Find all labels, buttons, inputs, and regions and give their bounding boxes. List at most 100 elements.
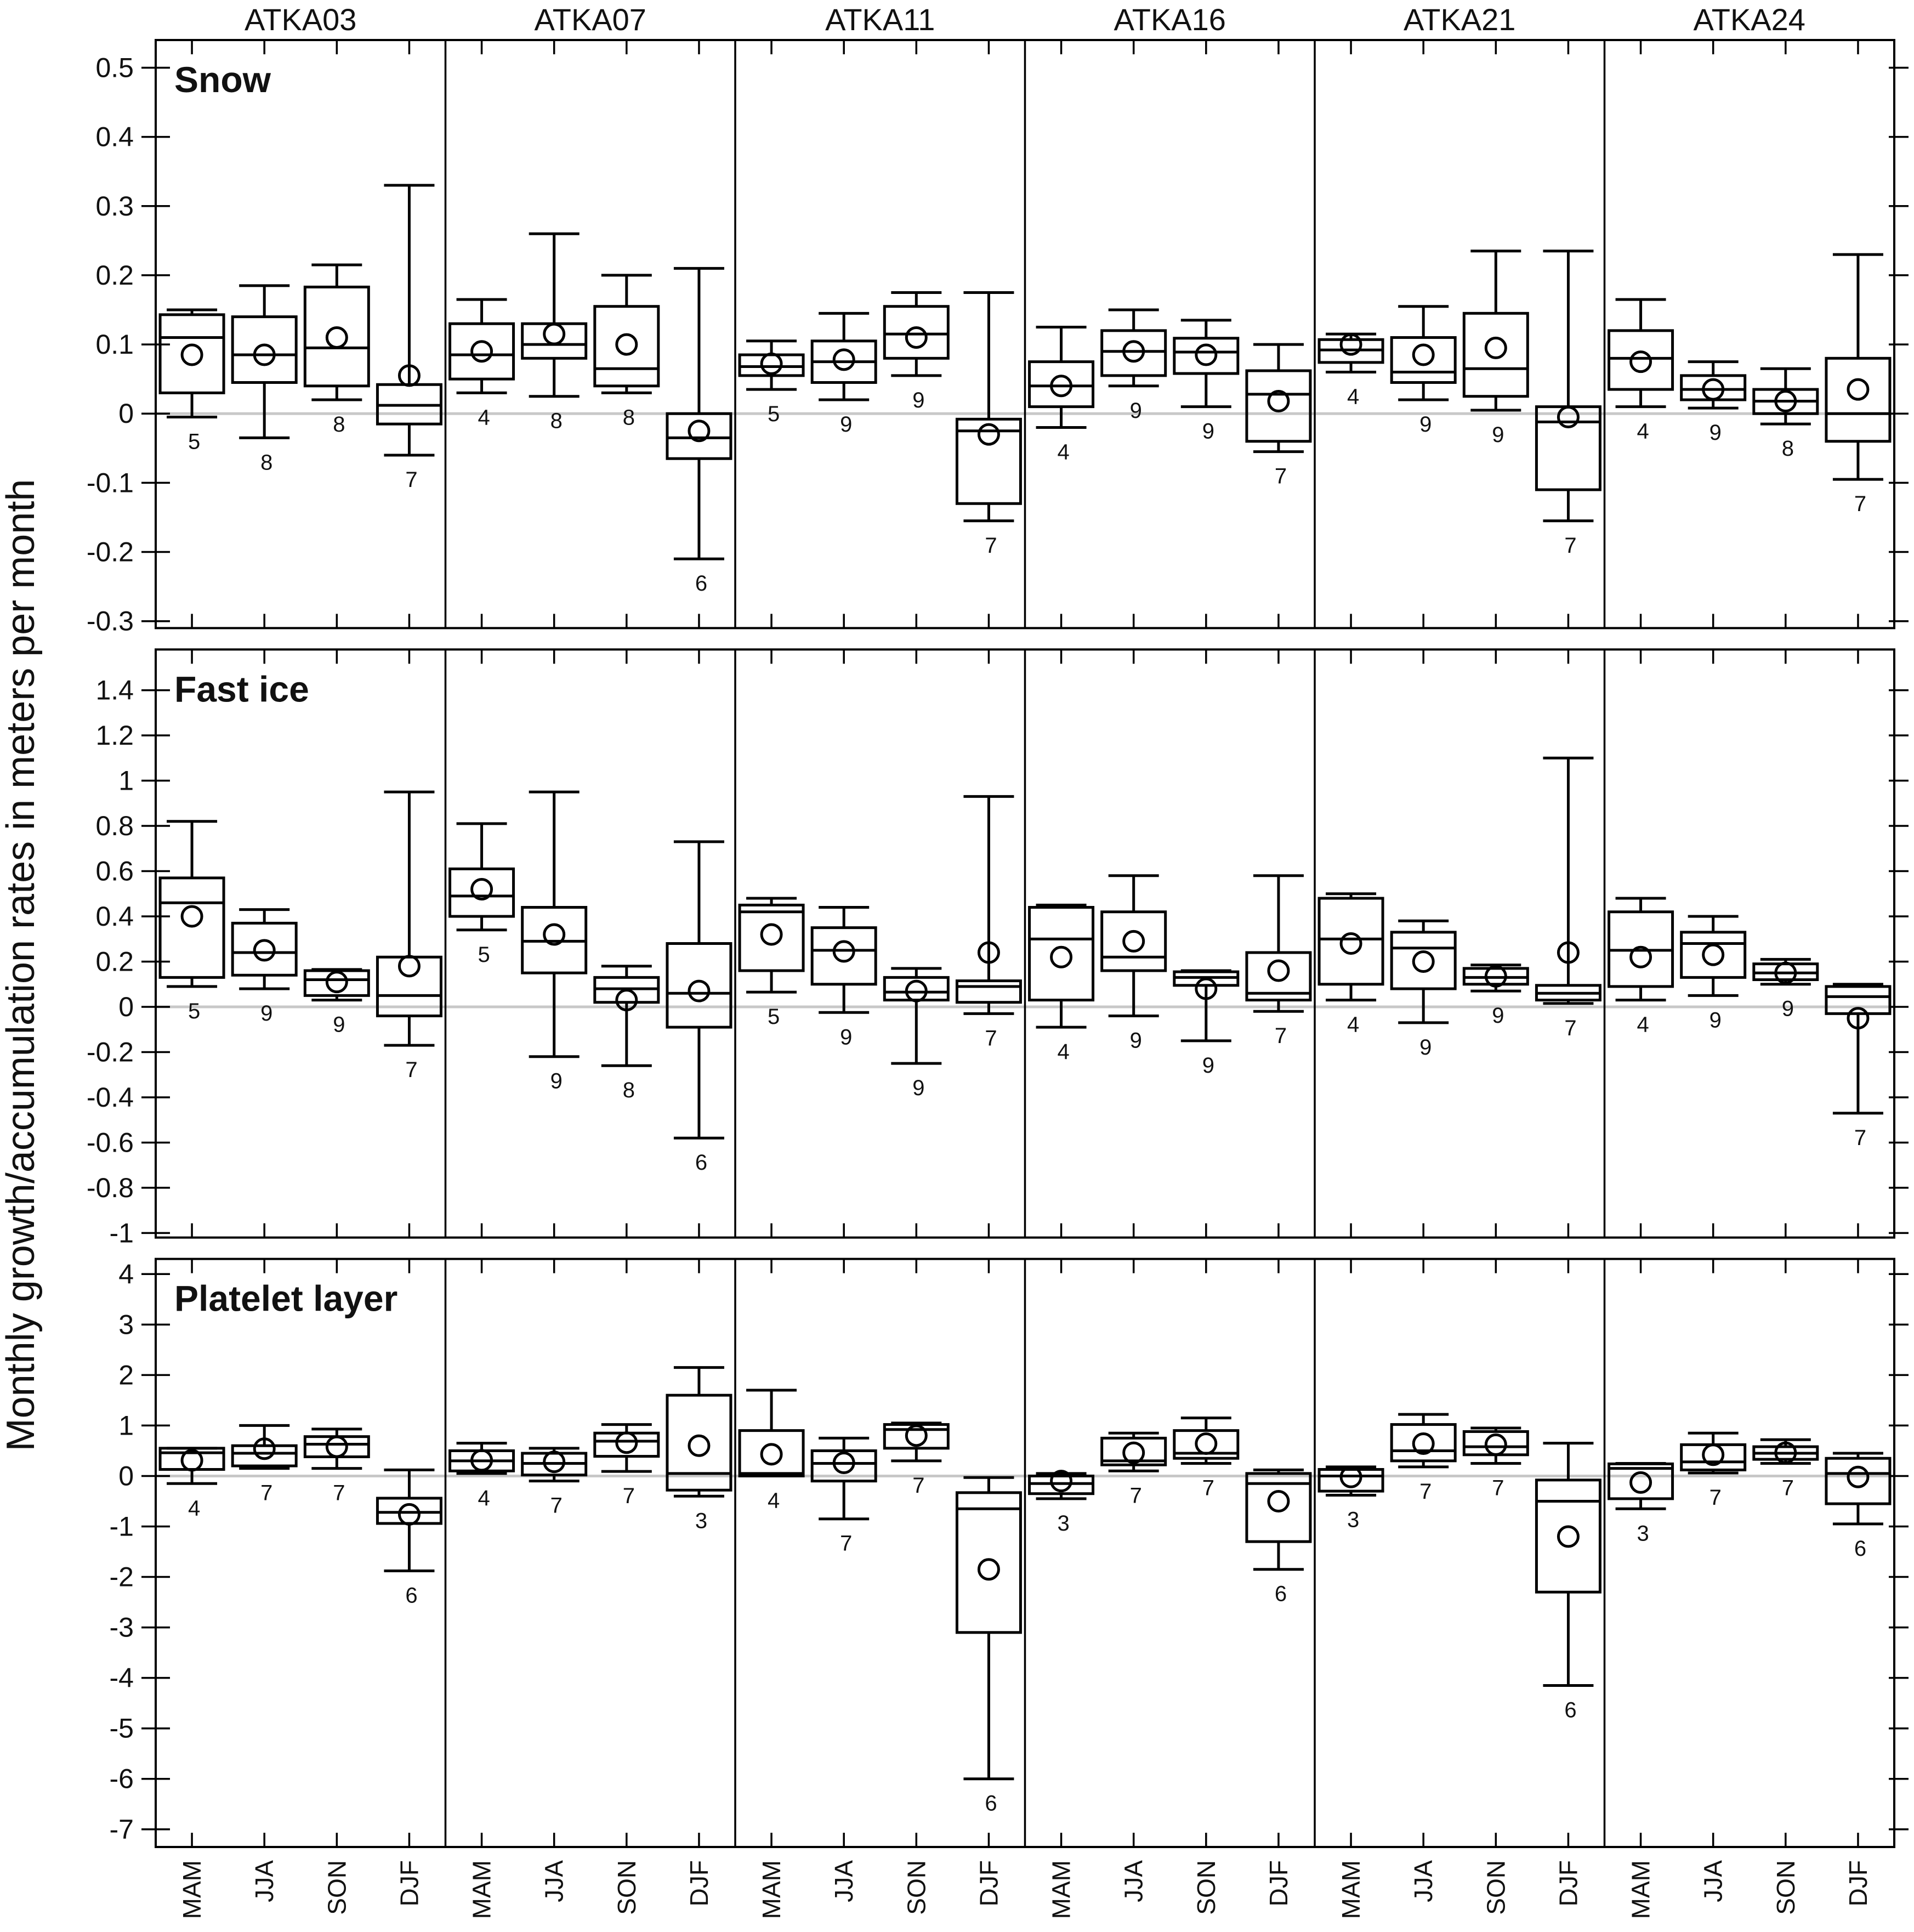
box-snow-atka11-djf: 7 [955,291,1022,558]
y-tick-label: 0.8 [95,811,134,841]
mean-circle [688,979,711,1002]
y-tick-label: 0.4 [95,901,134,932]
mean-circle [1195,1432,1218,1455]
sample-size-label: 4 [1637,1013,1649,1037]
box-fast-ice-atka03-son: 9 [303,968,370,1037]
box-platelet-layer-atka03-son: 7 [303,1427,370,1505]
sample-size-label: 6 [695,571,707,596]
panel-fast-ice-atka24: 4 9 9 7 [1603,649,1892,1238]
sample-size-label: 7 [405,468,417,492]
box-fast-ice-atka03-djf: 7 [376,790,442,1082]
mean-circle [543,1451,566,1474]
iqr-box [666,942,732,1029]
y-tick-label: 1.2 [95,720,134,751]
sample-size-label: 7 [1492,1476,1504,1500]
column-header-atka11: ATKA11 [825,2,935,37]
mean-circle [180,1449,203,1472]
panel-platelet-layer-atka24: 3 7 7 6 [1603,1259,1892,1847]
box-snow-atka11-jja: 9 [810,311,877,437]
y-tick-label: 0 [118,992,134,1022]
box-fast-ice-atka03-mam: 5 [158,820,225,1023]
y-tick-label: -0.3 [87,606,134,637]
box-fast-ice-atka21-jja: 9 [1390,919,1457,1060]
row-frame [155,648,1895,1239]
mean-circle [1557,406,1580,429]
box-platelet-layer-atka16-jja: 7 [1100,1431,1167,1508]
row-frame [155,1257,1895,1849]
iqr-box [1173,1429,1240,1460]
mean-circle [760,352,783,375]
sample-size-label: 9 [550,1069,563,1094]
iqr-box [738,1429,805,1477]
box-fast-ice-atka24-jja: 9 [1680,915,1747,1032]
box-snow-atka24-jja: 9 [1680,360,1747,445]
iqr-box [666,412,732,460]
box-platelet-layer-atka07-mam: 4 [448,1442,515,1510]
sample-size-label: 7 [1854,492,1866,516]
mean-circle [1339,1465,1362,1488]
iqr-box [231,921,298,977]
mean-circle [1702,943,1725,966]
mean-circle [1195,343,1218,366]
iqr-box [1535,1478,1601,1594]
box-fast-ice-atka21-djf: 7 [1535,756,1601,1040]
iqr-box [810,926,877,986]
mean-circle [253,1437,276,1460]
season-tick-label-atka03-son: SON [322,1860,351,1915]
mean-circle [1557,941,1580,964]
sample-size-label: 7 [1564,534,1576,558]
sample-size-label: 7 [840,1532,852,1556]
sample-size-label: 3 [695,1509,707,1533]
mean-circle [905,326,928,349]
mean-circle [1122,340,1145,363]
box-fast-ice-atka21-mam: 4 [1317,892,1384,1037]
season-tick-label-atka03-mam: MAM [178,1860,206,1919]
y-tick-label: -0.2 [87,1036,134,1067]
mean-circle [1050,1470,1073,1493]
mean-circle [1629,350,1652,373]
box-platelet-layer-atka03-djf: 6 [376,1468,442,1608]
box-platelet-layer-atka07-djf: 3 [666,1366,732,1533]
iqr-box [1462,311,1529,398]
sample-size-label: 4 [768,1488,780,1512]
mean-circle [832,940,855,963]
y-tick-label: -6 [110,1764,134,1794]
season-tick-label-atka11-jja: JJA [830,1860,858,1902]
box-platelet-layer-atka03-jja: 7 [231,1424,298,1505]
iqr-box [955,417,1022,505]
y-tick-label: -0.4 [87,1082,134,1113]
sample-size-label: 7 [985,1026,997,1050]
sample-size-label: 9 [1492,1004,1504,1028]
mean-circle [1484,1433,1507,1456]
box-snow-atka24-son: 8 [1752,367,1819,461]
box-fast-ice-atka16-mam: 4 [1028,903,1095,1064]
season-tick-label-atka03-jja: JJA [250,1860,279,1902]
sample-size-label: 8 [550,409,563,433]
sample-size-label: 6 [695,1151,707,1175]
mean-circle [543,923,566,946]
mean-circle [397,955,421,978]
iqr-box [158,313,225,394]
y-tick-label: -1 [110,1217,134,1248]
sample-size-label: 6 [1564,1698,1576,1722]
sample-size-label: 4 [1057,440,1069,464]
iqr-box [1245,951,1312,1002]
sample-size-label: 5 [768,402,780,426]
box-snow-atka03-mam: 5 [158,308,225,454]
season-tick-label-atka21-jja: JJA [1409,1860,1438,1902]
season-tick-label-atka16-jja: JJA [1120,1860,1148,1902]
box-fast-ice-atka07-djf: 6 [666,840,732,1175]
y-tick-label: 0.4 [95,122,134,152]
mean-circle [1050,375,1073,398]
box-snow-atka16-mam: 4 [1028,326,1095,464]
sample-size-label: 9 [1782,997,1794,1021]
sample-size-label: 3 [1347,1508,1359,1532]
mean-circle [615,333,638,356]
box-fast-ice-atka07-jja: 9 [521,790,588,1094]
y-tick-label: -3 [110,1612,134,1643]
mean-circle [1774,1441,1797,1464]
mean-circle [1122,930,1145,953]
iqr-box [1317,897,1384,986]
sample-size-label: 8 [1782,437,1794,461]
box-snow-atka21-mam: 4 [1317,332,1384,409]
